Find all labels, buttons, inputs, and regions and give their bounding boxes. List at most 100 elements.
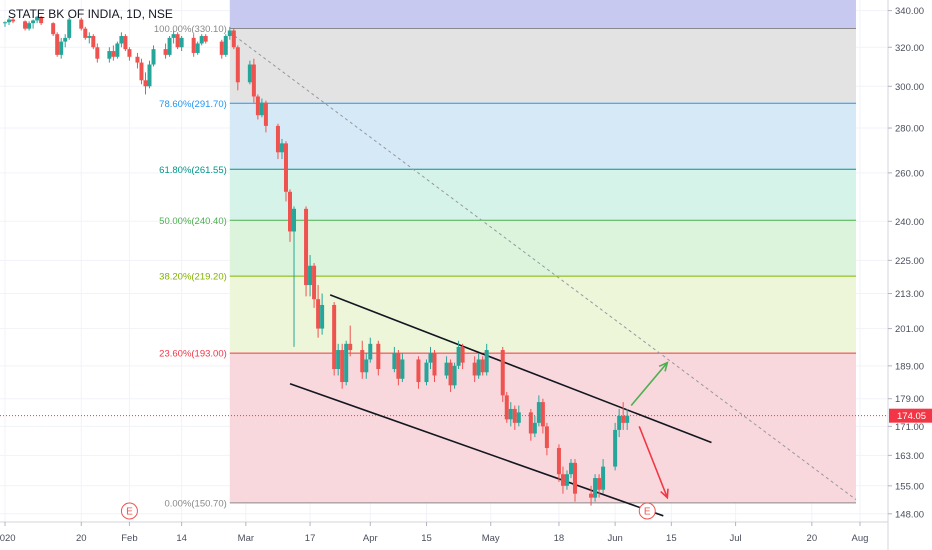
last-price-label: 174.05 — [889, 408, 932, 423]
candle-body — [163, 49, 168, 55]
candle-body — [39, 16, 44, 24]
candle-body — [95, 47, 100, 59]
fibonacci-retracement[interactable]: 100.00%(330.10) 78.60%(291.70) 61.80%(261.… — [154, 0, 856, 509]
candle-body — [203, 36, 208, 42]
fib-zone-fill — [229, 169, 856, 221]
candle-body — [320, 304, 325, 329]
x-tick-label: 20 — [76, 533, 87, 544]
candle-body — [480, 359, 485, 373]
earnings-marker — [120, 502, 138, 520]
fib-level-label: 61.80%(261.55) — [159, 165, 227, 176]
arrow-head — [660, 488, 669, 500]
candle-body — [593, 478, 598, 498]
candle-body — [536, 402, 541, 423]
candle-body — [63, 37, 68, 42]
y-tick-label: 240.00 — [895, 217, 924, 228]
x-tick-label: Feb — [121, 533, 137, 544]
candle-body — [573, 462, 577, 494]
candle-body — [67, 19, 72, 38]
y-tick-label: 300.00 — [895, 82, 924, 93]
candle-body — [392, 353, 397, 370]
candle-body — [251, 64, 256, 97]
candle-body — [83, 28, 88, 38]
chart-title: STATE BK OF INDIA, 1D, NSE — [8, 7, 173, 21]
candle-body — [476, 359, 481, 376]
x-tick-label: Apr — [363, 533, 378, 544]
candle-body — [11, 19, 16, 22]
candle-body — [613, 429, 618, 467]
candle-body — [460, 346, 465, 363]
candle-body — [424, 362, 429, 383]
earnings-marker-label: E — [644, 507, 651, 518]
candle-body — [516, 412, 521, 423]
candle-body — [107, 51, 112, 59]
trend-drawings[interactable] — [229, 31, 857, 517]
candle-body — [31, 20, 36, 24]
candle-body — [400, 359, 405, 379]
candle-body — [316, 299, 321, 329]
candle-body — [35, 16, 40, 21]
candle-body — [91, 36, 96, 48]
candle-body — [416, 359, 421, 383]
candle-body — [332, 304, 337, 370]
price-axis[interactable]: 340.00 320.00 300.00 280.00 260.00 240.00 225.… — [888, 6, 924, 520]
candle-body — [259, 102, 264, 116]
candle-body — [568, 462, 573, 475]
y-tick-label: 320.00 — [895, 43, 924, 54]
channel-line — [329, 294, 712, 444]
candle-body — [448, 362, 453, 386]
earnings-marker-label: E — [126, 507, 133, 518]
candle-body — [191, 37, 196, 53]
candle-body — [344, 343, 349, 383]
time-axis[interactable]: 202020Feb14Mar17Apr15May18Jun15Jul20Aug — [0, 522, 868, 544]
candle-body — [151, 49, 156, 65]
y-tick-label: 225.00 — [895, 256, 924, 267]
candle-body — [175, 34, 180, 48]
x-tick-label: 17 — [305, 533, 316, 544]
candle-body — [304, 208, 309, 286]
y-tick-label: 213.00 — [895, 289, 924, 300]
candle-body — [275, 125, 280, 153]
candle-body — [484, 350, 489, 373]
fib-level-label: 100.00%(330.10) — [154, 24, 227, 35]
candle-body — [556, 447, 561, 475]
candle-body — [500, 350, 505, 396]
fib-zone-fill — [229, 28, 856, 104]
candle-body — [279, 143, 284, 153]
candle-body — [432, 353, 437, 376]
candle-body — [167, 37, 172, 55]
candle-body — [79, 19, 84, 29]
x-tick-label: 15 — [421, 533, 432, 544]
candle-body — [540, 402, 545, 427]
fib-zone-fill — [229, 220, 856, 277]
candle-body — [368, 343, 373, 360]
candle-body — [111, 51, 116, 57]
candle-body — [51, 23, 56, 35]
axes — [0, 0, 889, 550]
y-tick-label: 260.00 — [895, 168, 924, 179]
fib-level-label: 0.00%(150.70) — [164, 498, 226, 509]
last-price-badge — [889, 408, 932, 423]
candle-body — [283, 143, 288, 192]
earnings-marker — [638, 502, 656, 520]
candle-body — [364, 359, 369, 373]
candle-body — [247, 64, 252, 83]
candle-body — [597, 478, 602, 490]
candle-body — [255, 96, 260, 116]
fib-zone-fill — [229, 0, 856, 29]
candle-body — [231, 30, 236, 48]
y-tick-label: 340.00 — [895, 6, 924, 17]
candle-body — [336, 350, 341, 370]
candles[interactable] — [3, 15, 630, 506]
x-tick-label: 15 — [666, 533, 677, 544]
fib-zone-fill — [229, 103, 856, 170]
x-tick-label: Mar — [238, 533, 254, 544]
x-tick-label: Aug — [852, 533, 869, 544]
fib-level-label: 23.60%(193.00) — [159, 349, 227, 360]
y-tick-label: 179.00 — [895, 394, 924, 405]
candle-body — [27, 23, 32, 29]
candle-body — [147, 64, 152, 87]
